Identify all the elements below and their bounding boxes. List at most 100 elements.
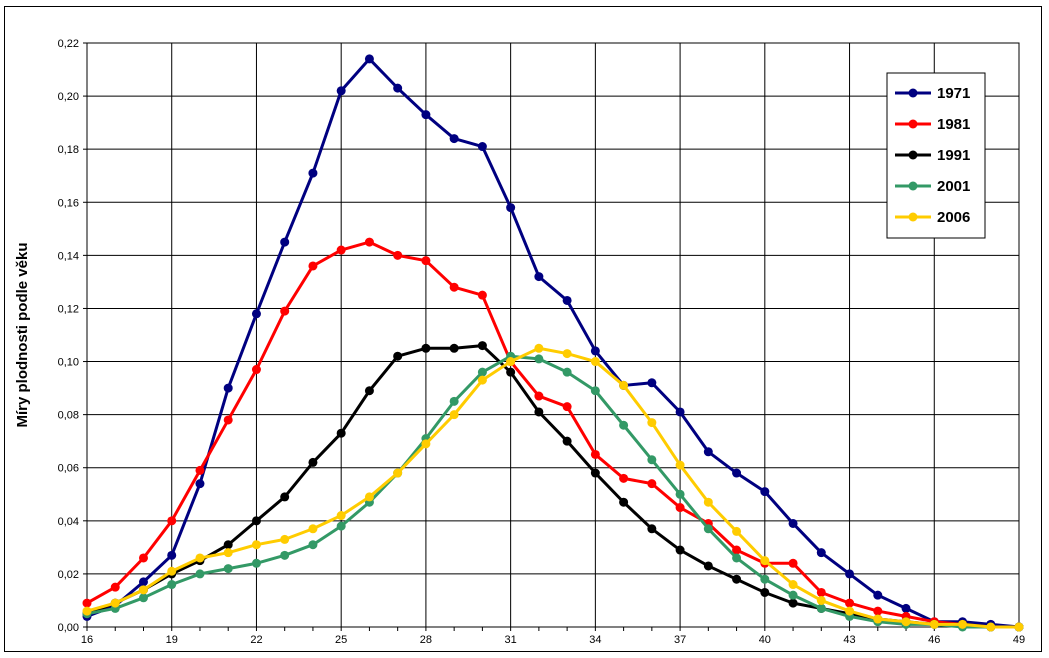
data-point [364,386,374,396]
y-axis-label: Míry plodnosti podle věku [14,242,31,427]
data-point [449,410,459,420]
data-point [647,378,657,388]
data-point [308,540,318,550]
x-tick-labels: 16 19 22 25 28 31 34 37 40 43 46 49 [81,634,1025,646]
data-point [82,606,92,616]
x-tick-label: 34 [589,634,601,646]
data-point [562,436,572,446]
legend-swatch-marker [908,119,918,129]
y-tick-label: 0,02 [58,569,79,581]
data-point [534,391,544,401]
data-point [958,619,968,629]
data-point [760,556,770,566]
y-tick-labels: 0,00 0,02 0,04 0,06 0,08 0,10 0,12 0,14 0,16 0,18… [58,38,79,634]
legend-label: 1971 [937,85,970,102]
series [82,54,1024,632]
data-point [251,365,261,375]
data-point [873,606,883,616]
data-point [901,617,911,627]
data-point [647,455,657,465]
data-point [732,545,742,555]
data-point [534,354,544,364]
data-point [816,595,826,605]
data-point [562,402,572,412]
data-point [477,341,487,351]
data-point [223,540,233,550]
data-point [477,142,487,152]
x-tick-label: 31 [505,634,517,646]
data-point [647,524,657,534]
series-1971 [82,54,1024,632]
data-point [421,343,431,353]
data-point [449,396,459,406]
series-2006 [82,343,1024,632]
data-point [788,580,798,590]
series-line-1981 [86,240,1019,629]
data-point [195,553,205,563]
y-tick-label: 0,16 [58,197,79,209]
data-point [590,346,600,356]
legend-label: 1981 [937,116,970,133]
y-tick-label: 0,04 [58,516,79,528]
legend-swatch-marker [908,150,918,160]
data-point [421,256,431,266]
data-point [223,548,233,558]
y-tick-label: 0,12 [58,303,79,315]
x-tick-label: 37 [674,634,686,646]
data-point [110,598,120,608]
data-point [986,622,996,632]
data-point [308,457,318,467]
legend-swatch-marker [908,181,918,191]
data-point [421,439,431,449]
x-tick-label: 46 [928,634,940,646]
data-point [280,492,290,502]
legend-item-2001: 2001 [895,178,970,195]
data-point [675,545,685,555]
data-point [449,343,459,353]
data-point [816,587,826,597]
data-point [675,407,685,417]
data-point [251,309,261,319]
data-point [449,282,459,292]
data-point [873,614,883,624]
y-tick-label: 0,14 [58,250,79,262]
chart-frame: 0,00 0,02 0,04 0,06 0,08 0,10 0,12 0,14 0,16 0,18… [4,6,1042,652]
series-1991 [82,341,1024,632]
legend-swatch-marker [908,212,918,222]
data-point [138,585,148,595]
series-line-1971 [86,57,1020,629]
data-point [138,593,148,603]
data-point [534,272,544,282]
line-chart: 0,00 0,02 0,04 0,06 0,08 0,10 0,12 0,14 0,16 0,18… [14,38,1025,646]
legend-label: 2006 [937,209,970,226]
legend-label: 1991 [937,147,970,164]
data-point [506,367,516,377]
data-point [223,383,233,393]
legend-item-1991: 1991 [895,147,970,164]
series-1981 [82,237,1024,632]
data-point [534,343,544,353]
legend-item-1981: 1981 [895,116,970,133]
data-point [788,558,798,568]
x-tick-label: 22 [250,634,262,646]
data-point [1014,622,1024,632]
data-point [421,110,431,120]
data-point [506,357,516,367]
data-point [703,561,713,571]
data-point [590,386,600,396]
plot-area [86,42,1020,628]
data-point [280,306,290,316]
data-point [619,497,629,507]
data-point [167,580,177,590]
data-point [845,569,855,579]
data-point [873,590,883,600]
data-point [393,250,403,260]
data-point [788,518,798,528]
data-point [590,357,600,367]
legend-item-1971: 1971 [895,85,970,102]
data-point [732,468,742,478]
data-point [336,511,346,521]
legend-swatch-marker [908,88,918,98]
data-point [562,367,572,377]
data-point [308,261,318,271]
